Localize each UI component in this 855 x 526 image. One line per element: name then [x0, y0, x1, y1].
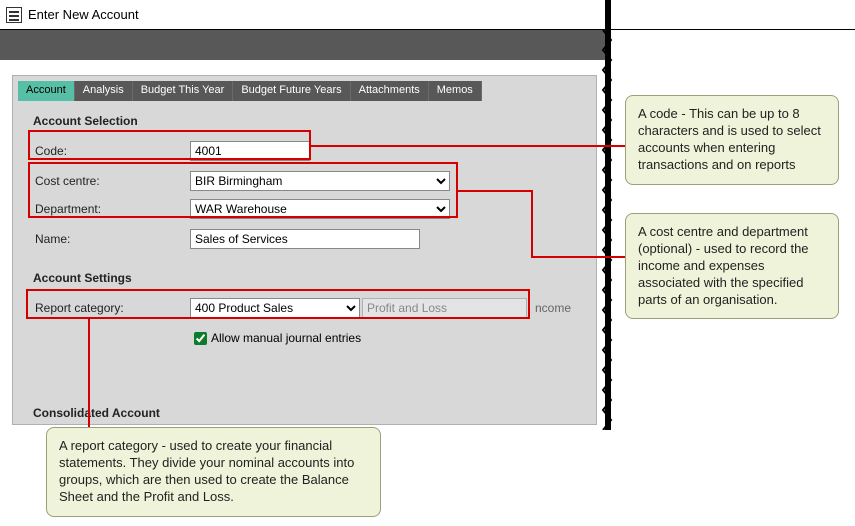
select-department[interactable]: WAR Warehouse: [190, 199, 450, 219]
label-name: Name:: [35, 232, 190, 246]
label-cost-centre: Cost centre:: [35, 174, 190, 188]
tab-attachments[interactable]: Attachments: [351, 81, 429, 101]
label-report-category: Report category:: [35, 301, 190, 315]
window-titlebar: Enter New Account: [0, 0, 855, 30]
section-title-consolidated: Consolidated Account: [33, 406, 160, 420]
section-title-selection: Account Selection: [33, 114, 138, 128]
checkbox-allow-manual[interactable]: [194, 332, 207, 345]
callout-code: A code - This can be up to 8 characters …: [625, 95, 839, 185]
callout-ccdept: A cost centre and department (optional) …: [625, 213, 839, 319]
callout-report: A report category - used to create your …: [46, 427, 381, 517]
tab-analysis[interactable]: Analysis: [75, 81, 133, 101]
label-allow-manual: Allow manual journal entries: [211, 331, 361, 345]
input-code[interactable]: [190, 141, 310, 161]
select-report-category[interactable]: 400 Product Sales: [190, 298, 360, 318]
section-title-settings: Account Settings: [33, 271, 132, 285]
readonly-report-type: Profit and Loss: [362, 298, 527, 318]
window-title: Enter New Account: [28, 7, 139, 22]
label-code: Code:: [35, 144, 190, 158]
tab-budget-future-years[interactable]: Budget Future Years: [233, 81, 350, 101]
checkbox-row-allow-manual[interactable]: Allow manual journal entries: [190, 329, 361, 348]
label-department: Department:: [35, 202, 190, 216]
window-icon: [6, 7, 22, 23]
tab-memos[interactable]: Memos: [429, 81, 482, 101]
toolbar-strip: [0, 30, 605, 60]
input-name[interactable]: [190, 229, 420, 249]
tab-budget-this-year[interactable]: Budget This Year: [133, 81, 234, 101]
jagged-edge: [601, 30, 613, 430]
tab-account[interactable]: Account: [18, 81, 75, 101]
account-panel: Account Analysis Budget This Year Budget…: [12, 75, 597, 425]
partial-income-label: ncome: [535, 301, 571, 315]
select-cost-centre[interactable]: BIR Birmingham: [190, 171, 450, 191]
